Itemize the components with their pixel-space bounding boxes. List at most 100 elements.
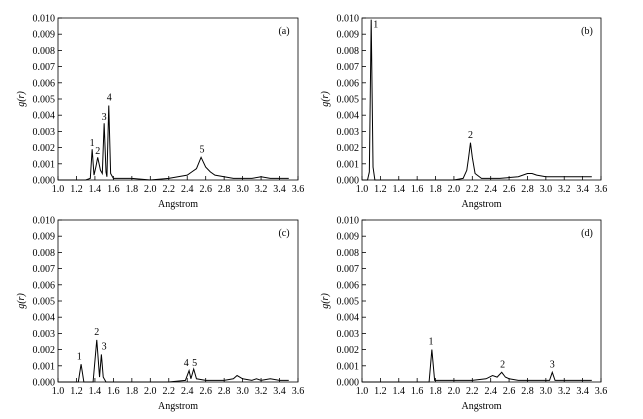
x-tick-label: 2.8 bbox=[218, 184, 231, 195]
y-tick-label: 0.005 bbox=[33, 297, 56, 308]
y-tick-label: 0.002 bbox=[337, 345, 360, 356]
peak-label: 1 bbox=[90, 138, 95, 149]
x-tick-label: 1.4 bbox=[89, 184, 102, 195]
x-tick-label: 2.0 bbox=[144, 386, 157, 397]
peak-label: 1 bbox=[428, 337, 433, 348]
x-axis-label: Angstrom bbox=[462, 401, 502, 412]
y-tick-label: 0.006 bbox=[337, 280, 360, 291]
x-tick-label: 2.6 bbox=[199, 184, 212, 195]
y-tick-label: 0.009 bbox=[33, 30, 56, 41]
x-tick-label: 2.8 bbox=[521, 184, 534, 195]
plot-frame bbox=[361, 219, 602, 383]
y-tick-label: 0.004 bbox=[33, 313, 56, 324]
x-tick-label: 1.2 bbox=[374, 184, 387, 195]
y-tick-label: 0.002 bbox=[33, 143, 56, 154]
x-tick-label: 2.2 bbox=[163, 184, 176, 195]
x-tick-label: 3.0 bbox=[540, 184, 553, 195]
y-tick-label: 0.004 bbox=[337, 111, 360, 122]
x-tick-label: 2.0 bbox=[448, 386, 461, 397]
y-tick-label: 0.010 bbox=[337, 216, 360, 227]
peak-label: 5 bbox=[192, 358, 197, 369]
x-tick-label: 3.0 bbox=[540, 386, 553, 397]
peak-label: 4 bbox=[184, 358, 189, 369]
x-tick-label: 3.0 bbox=[236, 184, 249, 195]
x-tick-label: 2.8 bbox=[521, 386, 534, 397]
x-tick-label: 1.8 bbox=[126, 184, 139, 195]
y-tick-label: 0.006 bbox=[337, 78, 360, 89]
x-tick-label: 1.4 bbox=[89, 386, 102, 397]
y-tick-label: 0.002 bbox=[33, 345, 56, 356]
y-tick-label: 0.001 bbox=[337, 159, 360, 170]
data-line bbox=[362, 349, 592, 383]
data-line bbox=[58, 339, 289, 383]
panel-label: (a) bbox=[278, 26, 289, 37]
x-tick-label: 1.0 bbox=[356, 184, 369, 195]
y-axis-label: g(r) bbox=[320, 293, 331, 309]
y-tick-label: 0.000 bbox=[33, 176, 56, 187]
peak-label: 1 bbox=[77, 351, 82, 362]
peak-label: 3 bbox=[550, 359, 555, 370]
x-tick-label: 1.6 bbox=[411, 386, 424, 397]
y-tick-label: 0.010 bbox=[33, 216, 56, 227]
y-tick-label: 0.001 bbox=[337, 361, 360, 372]
x-tick-label: 2.2 bbox=[466, 386, 479, 397]
y-tick-label: 0.002 bbox=[337, 143, 360, 154]
y-tick-label: 0.010 bbox=[33, 14, 56, 25]
y-tick-label: 0.000 bbox=[337, 176, 360, 187]
y-tick-label: 0.008 bbox=[33, 248, 56, 259]
y-tick-label: 0.009 bbox=[337, 30, 360, 41]
y-tick-label: 0.009 bbox=[337, 232, 360, 243]
data-line bbox=[58, 105, 289, 181]
plot-frame bbox=[57, 219, 299, 383]
x-tick-label: 3.2 bbox=[558, 184, 571, 195]
panel-label: (b) bbox=[581, 26, 593, 37]
x-tick-label: 1.8 bbox=[429, 184, 442, 195]
y-tick-label: 0.003 bbox=[337, 127, 360, 138]
y-tick-label: 0.003 bbox=[33, 127, 56, 138]
x-tick-label: 1.0 bbox=[52, 184, 65, 195]
x-tick-label: 1.8 bbox=[126, 386, 139, 397]
x-tick-label: 2.6 bbox=[503, 184, 516, 195]
x-tick-label: 2.6 bbox=[199, 386, 212, 397]
y-tick-label: 0.003 bbox=[33, 329, 56, 340]
y-tick-label: 0.007 bbox=[33, 62, 56, 73]
peak-label: 3 bbox=[102, 112, 107, 123]
y-tick-label: 0.005 bbox=[33, 95, 56, 106]
x-tick-label: 2.4 bbox=[181, 184, 194, 195]
x-tick-label: 1.6 bbox=[411, 184, 424, 195]
data-line bbox=[362, 19, 592, 181]
y-tick-label: 0.006 bbox=[33, 280, 56, 291]
y-axis-label: g(r) bbox=[320, 91, 331, 107]
x-tick-label: 3.2 bbox=[255, 184, 268, 195]
y-tick-label: 0.007 bbox=[33, 264, 56, 275]
x-tick-label: 1.4 bbox=[393, 386, 406, 397]
peak-label: 2 bbox=[95, 146, 100, 157]
y-tick-label: 0.004 bbox=[337, 313, 360, 324]
x-tick-label: 3.4 bbox=[576, 386, 589, 397]
y-tick-label: 0.001 bbox=[33, 361, 56, 372]
peak-label: 1 bbox=[373, 20, 378, 31]
y-axis-label: g(r) bbox=[16, 91, 27, 107]
x-tick-label: 3.0 bbox=[236, 386, 249, 397]
x-tick-label: 1.6 bbox=[107, 184, 120, 195]
x-tick-label: 2.0 bbox=[144, 184, 157, 195]
y-tick-label: 0.007 bbox=[337, 264, 360, 275]
y-tick-label: 0.005 bbox=[337, 297, 360, 308]
x-tick-label: 1.4 bbox=[393, 184, 406, 195]
plot-frame bbox=[361, 17, 602, 181]
x-tick-label: 3.6 bbox=[292, 386, 305, 397]
x-tick-label: 3.2 bbox=[255, 386, 268, 397]
y-tick-label: 0.008 bbox=[337, 248, 360, 259]
x-tick-label: 2.4 bbox=[484, 184, 497, 195]
peak-label: 2 bbox=[94, 327, 99, 338]
x-axis-label: Angstrom bbox=[462, 199, 502, 210]
peak-label: 2 bbox=[500, 359, 505, 370]
y-tick-label: 0.003 bbox=[337, 329, 360, 340]
x-tick-label: 2.4 bbox=[181, 386, 194, 397]
peak-label: 4 bbox=[107, 93, 112, 104]
x-tick-label: 1.2 bbox=[374, 386, 387, 397]
y-tick-label: 0.001 bbox=[33, 159, 56, 170]
y-tick-label: 0.008 bbox=[33, 46, 56, 57]
panel-label: (d) bbox=[581, 228, 593, 239]
